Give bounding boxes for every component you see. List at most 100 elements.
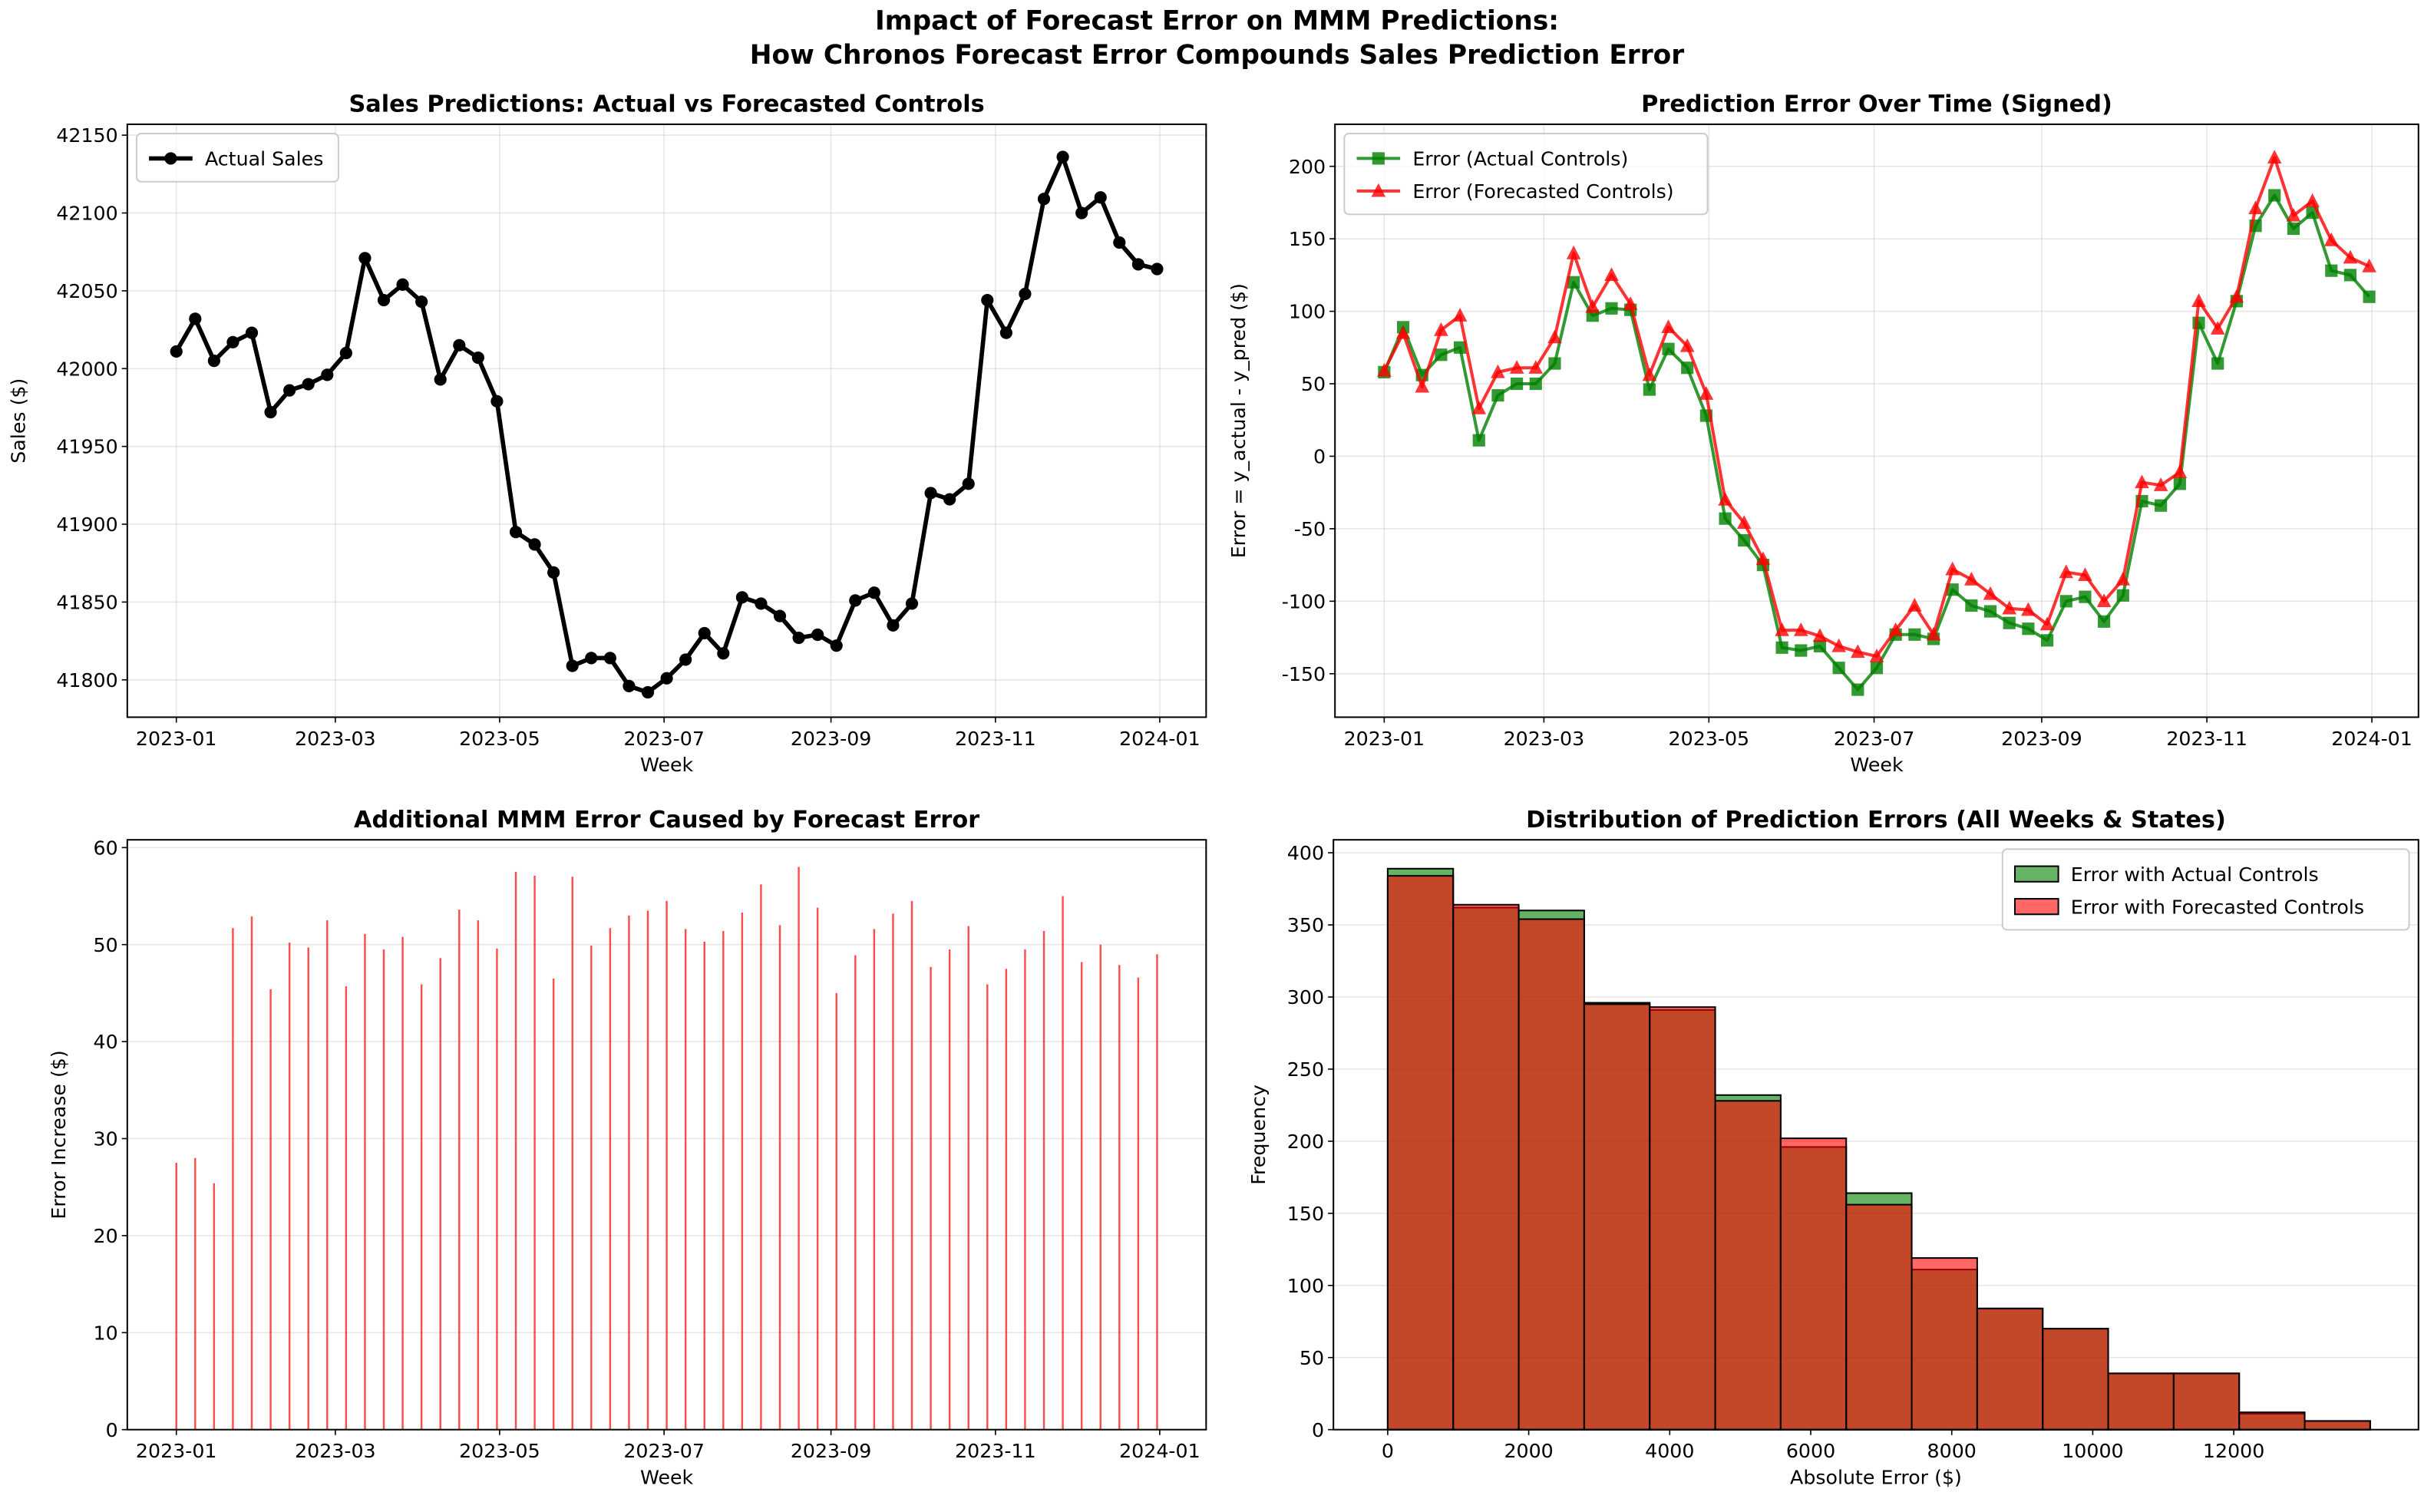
marker [887,619,900,632]
x-tick-label: 2023-05 [459,728,540,750]
marker [471,351,484,365]
marker [2343,249,2358,264]
marker [264,405,277,419]
marker [2098,615,2111,628]
marker [1642,367,1657,381]
bar [646,910,649,1430]
bar [798,867,800,1430]
marker [773,609,787,622]
marker [245,326,259,339]
marker [2305,193,2320,207]
marker [2078,567,2092,582]
y-tick-label: 50 [1301,373,1326,395]
x-tick-label: 12000 [2203,1440,2264,1462]
x-tick-label: 2023-11 [955,1440,1036,1462]
bar [930,966,932,1430]
bar [232,928,234,1430]
marker [1585,299,1600,313]
marker [811,628,824,642]
marker [170,345,183,358]
y-tick-label: 100 [1287,1275,1324,1297]
marker [1908,628,1921,641]
marker [1372,152,1385,165]
x-tick-label: 2023-01 [1344,728,1425,750]
marker [924,487,937,500]
marker [1604,267,1619,282]
bar [1118,965,1121,1430]
marker [2059,564,2074,579]
marker [1434,322,1448,336]
marker [2210,321,2225,335]
marker [302,378,315,391]
marker [1831,638,1846,652]
bar [439,958,441,1430]
legend-swatch [2013,898,2059,916]
bar [477,920,480,1430]
marker [1056,150,1069,163]
marker [415,295,428,309]
marker [2040,634,2054,647]
bar [816,907,819,1430]
marker [2325,264,2338,277]
bar [345,986,348,1430]
bar [364,933,366,1430]
x-tick-label: 4000 [1645,1440,1694,1462]
marker [1075,206,1088,220]
marker [2286,207,2301,222]
legend-swatch [2013,865,2059,883]
marker [2003,616,2016,629]
y-tick-label: 200 [1287,1131,1324,1153]
histogram-bar [2042,1328,2109,1431]
marker [2096,593,2112,608]
y-tick-label: 200 [1289,156,1326,178]
marker [717,647,730,660]
y-tick-label: 0 [106,1419,118,1441]
subplot-title: Additional MMM Error Caused by Forecast … [354,807,979,834]
marker [867,586,880,599]
y-tick-label: 42100 [56,203,117,225]
y-tick-label: 40 [94,1031,118,1053]
marker [1832,662,1845,675]
y-tick-label: 60 [94,837,118,859]
marker [962,477,975,490]
y-tick-label: 41800 [56,669,117,692]
marker [547,566,560,579]
marker [1775,641,1788,654]
marker [830,639,843,652]
bar [609,928,612,1430]
marker [1605,302,1618,315]
subplot: Distribution of Prediction Errors (All W… [1247,807,2419,1488]
histogram-bar [1518,918,1585,1431]
y-tick-label: -100 [1282,590,1326,612]
x-axis-label: Week [640,1466,694,1488]
marker [2287,222,2300,235]
marker [2022,622,2035,636]
x-tick-label: 2024-01 [1119,1440,1200,1462]
y-tick-label: 350 [1287,914,1324,936]
marker [2362,258,2376,272]
bar [552,978,555,1430]
marker [1528,360,1544,374]
marker [1548,357,1561,370]
marker [1529,377,1542,391]
y-tick-label: 0 [1313,446,1326,468]
marker [566,659,579,672]
marker [603,652,616,665]
histogram-bar [1649,1006,1716,1431]
histogram-bar [1911,1257,1978,1431]
legend-label: Actual Sales [205,148,323,170]
marker [1037,193,1051,206]
marker [679,653,692,666]
axes-frame [1333,839,2419,1431]
marker [1395,325,1411,339]
bar [401,936,404,1430]
marker [905,597,919,610]
histogram-bar [1386,875,1455,1431]
bar [948,949,951,1430]
bar [1137,977,1140,1430]
bar [571,876,573,1430]
bar [307,947,309,1430]
y-tick-label: 400 [1287,842,1324,864]
x-tick-label: 2023-01 [136,1440,217,1462]
